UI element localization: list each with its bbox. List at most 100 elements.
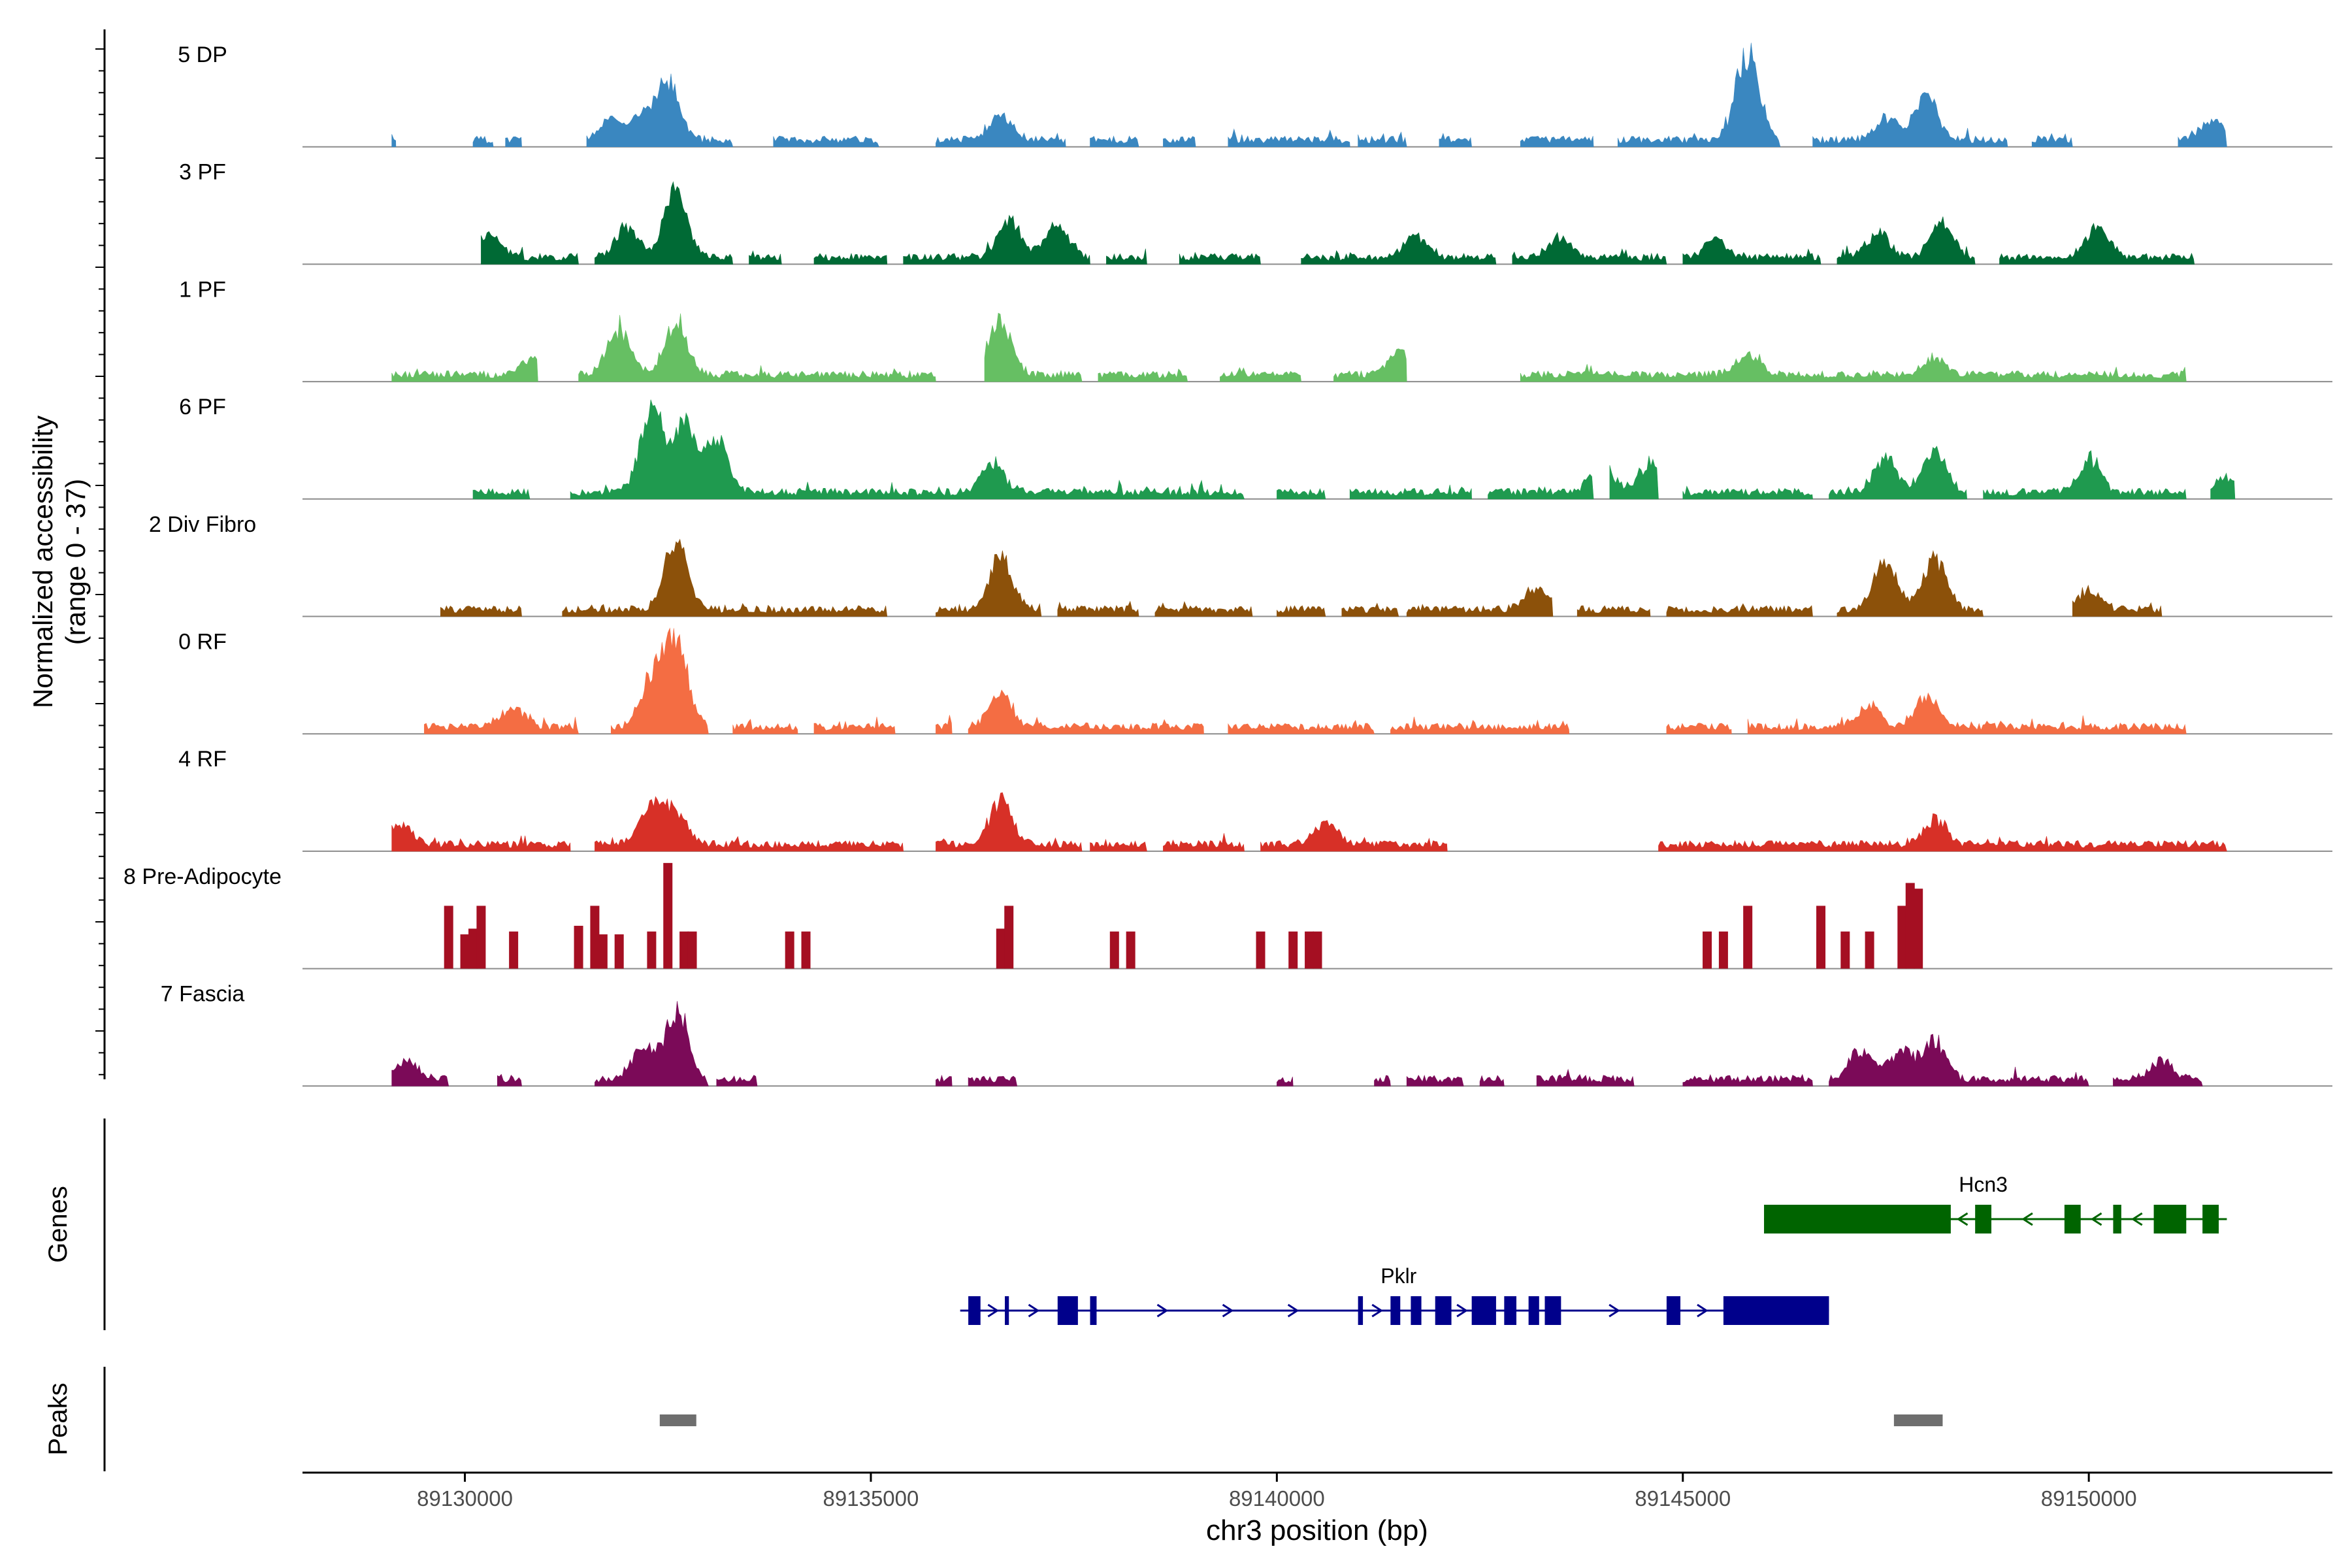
signal-bar	[663, 862, 673, 969]
signal-area	[1837, 216, 1976, 265]
signal-area	[505, 136, 522, 147]
signal-area	[1163, 136, 1196, 147]
gene-exon	[1005, 1296, 1009, 1325]
gene-exon	[2113, 1205, 2121, 1233]
signal-area	[472, 488, 531, 500]
signal-area	[1277, 1077, 1294, 1086]
signal-area	[1829, 446, 1968, 500]
gene-exon	[1090, 1296, 1097, 1325]
gene-exon	[1411, 1296, 1422, 1325]
signal-bar	[1004, 906, 1014, 969]
signal-area	[586, 73, 734, 147]
signal-area	[2210, 472, 2236, 500]
track-label: 2 Div Fibro	[149, 512, 256, 537]
signal-area	[1520, 351, 2187, 382]
signal-area	[1220, 367, 1301, 382]
signal-bar	[590, 906, 600, 969]
signal-area	[1358, 131, 1407, 147]
signal-area	[1576, 605, 1651, 617]
gene-name-label: Pklr	[1380, 1264, 1416, 1288]
signal-area	[391, 355, 538, 382]
signal-bar	[1305, 931, 1315, 969]
signal-area	[936, 550, 1042, 617]
signal-area	[1983, 450, 2187, 500]
signal-area	[813, 717, 896, 734]
strand-arrow	[2021, 1212, 2033, 1226]
signal-bar	[574, 926, 583, 969]
signal-area	[1999, 222, 2195, 265]
signal-area	[440, 605, 522, 617]
signal-bar	[460, 934, 470, 969]
strand-arrow	[1697, 1303, 1708, 1318]
signal-bar	[1313, 931, 1322, 969]
tracks-y-ticks	[95, 48, 105, 1075]
signal-area	[1098, 368, 1188, 382]
genes-panel-label: Genes	[44, 1186, 73, 1263]
signal-area	[1090, 135, 1139, 147]
gene-name-label: Hcn3	[1959, 1173, 2008, 1196]
signal-area	[595, 796, 904, 852]
track-label: 6 PF	[179, 395, 226, 419]
track-6: 0 RF	[178, 627, 2332, 735]
track-1: 5 DP	[178, 42, 2332, 148]
track-7: 4 RF	[178, 747, 2332, 852]
signal-area	[1390, 717, 1570, 734]
signal-bar	[1865, 931, 1874, 969]
track-9: 7 Fascia	[161, 982, 2332, 1087]
track-label: 1 PF	[179, 277, 226, 302]
signal-bar	[1703, 931, 1712, 969]
signal-area	[936, 715, 953, 734]
strand-arrow	[1222, 1303, 1234, 1318]
signal-area	[595, 181, 734, 265]
signal-bar	[598, 934, 608, 969]
y-axis-title-range: (range 0 - 37)	[60, 479, 91, 645]
gene-exon	[1358, 1296, 1364, 1325]
gene-hcn3: Hcn3	[1764, 1173, 2227, 1233]
signal-area	[1666, 723, 1732, 734]
track-2: 3 PF	[179, 160, 2332, 265]
signal-area	[1260, 820, 1448, 852]
signal-bar	[614, 934, 624, 969]
x-tick-label: 89130000	[417, 1486, 513, 1511]
signal-area	[1536, 1068, 1635, 1086]
signal-area	[2072, 584, 2163, 617]
track-8: 8 Pre-Adipocyte	[123, 862, 2332, 970]
peak-regions	[659, 1414, 1943, 1426]
track-3: 1 PF	[179, 277, 2332, 383]
strand-arrow	[987, 1303, 1000, 1318]
signal-area	[1658, 813, 2227, 852]
gene-exon	[1504, 1296, 1516, 1325]
track-label: 3 PF	[179, 160, 226, 185]
track-4: 6 PF	[179, 395, 2332, 500]
strand-arrow	[1287, 1303, 1299, 1318]
signal-bar	[1897, 906, 1907, 969]
signal-area	[1406, 1074, 1464, 1086]
gene-exon	[968, 1296, 981, 1325]
signal-bar	[444, 906, 453, 969]
signal-bar	[468, 928, 478, 969]
signal-area	[2113, 1056, 2203, 1086]
signal-area	[1682, 236, 1821, 265]
gene-exon	[1471, 1296, 1496, 1325]
signal-area	[1163, 833, 1245, 852]
signal-area	[732, 719, 798, 734]
signal-area	[936, 1074, 953, 1086]
signal-bar	[996, 928, 1005, 969]
signal-bar	[1256, 931, 1266, 969]
signal-bar	[687, 931, 697, 969]
signal-area	[1488, 474, 1594, 500]
signal-bar	[509, 931, 519, 969]
signal-bar	[801, 931, 811, 969]
strand-arrow	[1456, 1303, 1468, 1318]
signal-area	[1666, 603, 1813, 617]
signal-area	[1341, 602, 1399, 617]
signal-area	[1106, 248, 1147, 265]
signal-area	[391, 1057, 449, 1086]
signal-area	[1829, 1034, 2089, 1086]
gene-exon	[2153, 1205, 2187, 1233]
signal-area	[497, 1073, 522, 1086]
signal-area	[1512, 231, 1667, 265]
gene-exon	[2064, 1205, 2081, 1233]
signal-area	[1154, 600, 1253, 617]
